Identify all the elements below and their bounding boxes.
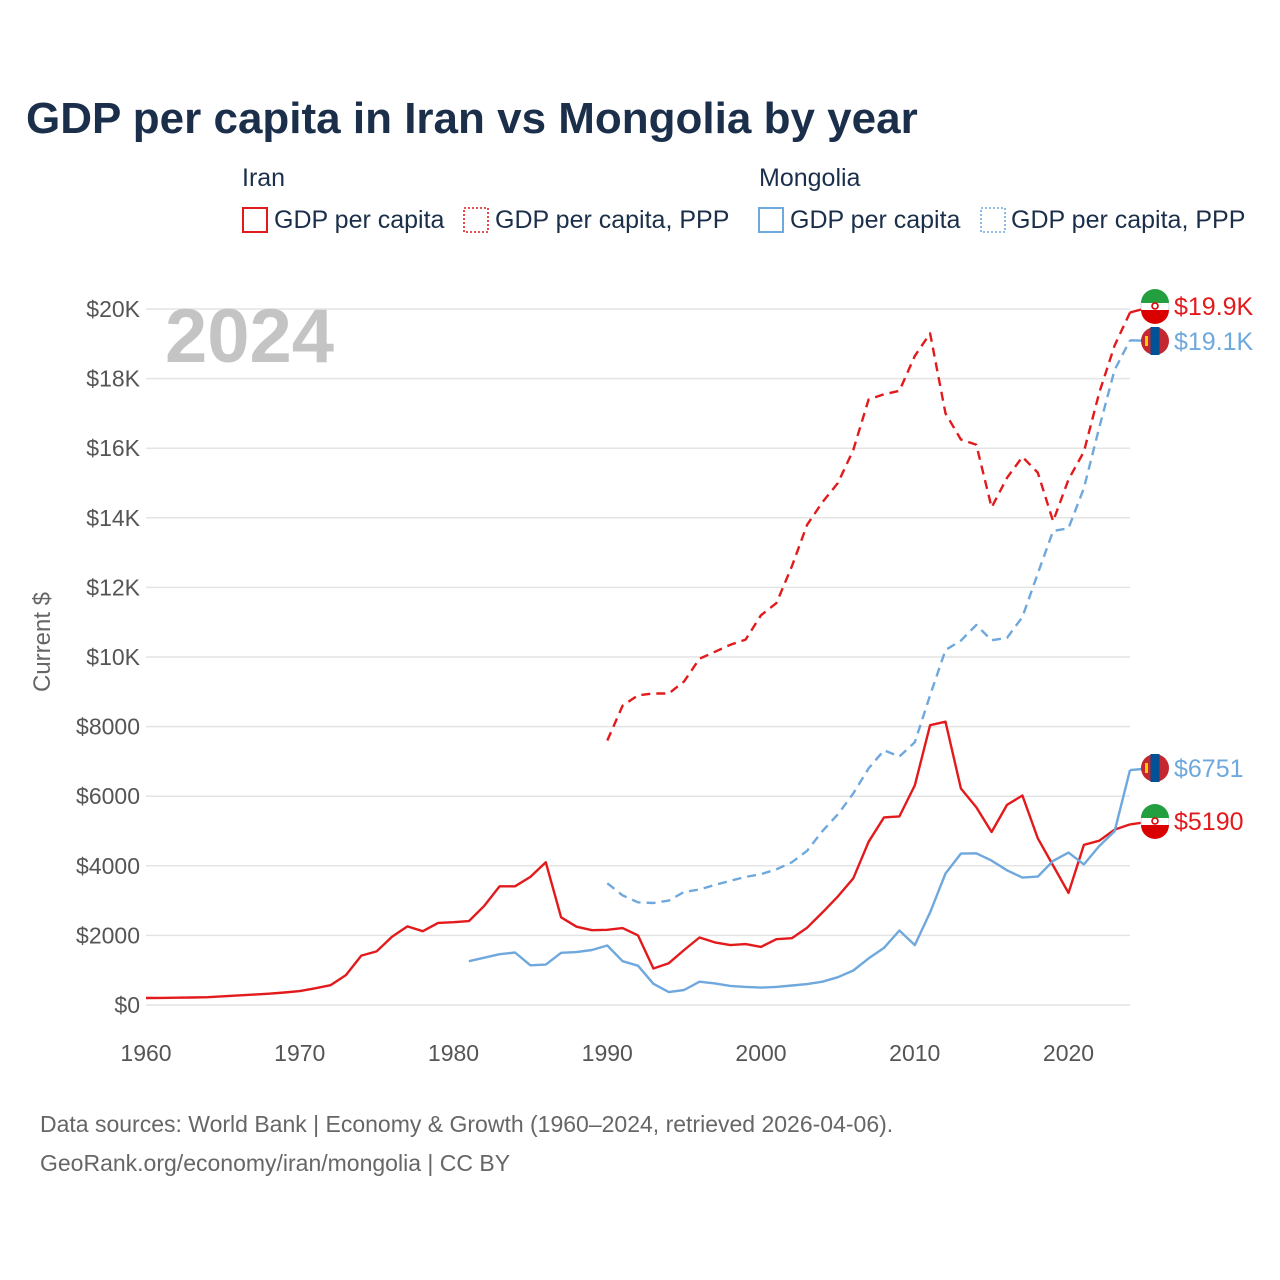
legend-label-mongolia-gdp[interactable]: GDP per capita xyxy=(790,206,961,234)
x-tick-label: 1990 xyxy=(582,1040,633,1066)
series-lines xyxy=(145,311,1132,1000)
source-line-1: Data sources: World Bank | Economy & Gro… xyxy=(40,1111,893,1137)
legend-swatch-mongolia-ppp xyxy=(980,207,1006,233)
iran-flag-icon xyxy=(1140,289,1170,324)
series-line-mongolia_ppp[interactable] xyxy=(606,339,1132,905)
legend-group-mongolia: Mongolia xyxy=(759,164,861,192)
series-line-iran_gdp[interactable] xyxy=(145,720,1131,1000)
end-label-mongolia_ppp: $19.1K xyxy=(1174,328,1254,356)
x-tick-label: 1960 xyxy=(120,1040,171,1066)
end-label-iran_gdp: $5190 xyxy=(1174,808,1244,836)
y-axis-title: Current $ xyxy=(29,592,56,692)
legend-group-iran: Iran xyxy=(242,164,285,192)
y-tick-label: $14K xyxy=(86,505,140,531)
mongolia-flag-icon xyxy=(1141,327,1169,355)
end-markers: $5190 $19.9K $6751 $19.1K xyxy=(1129,289,1254,839)
y-axis-ticks: $0 $2000 $4000 $6000 $8000 $10K $12K $14K $16K $1… xyxy=(76,296,141,1018)
legend-swatch-mongolia-gdp xyxy=(758,207,784,233)
iran-flag-icon xyxy=(1140,804,1170,839)
legend: Iran GDP per capita GDP per capita, PPP … xyxy=(242,164,1245,234)
year-watermark: 2024 xyxy=(165,294,334,379)
y-tick-label: $18K xyxy=(86,366,140,392)
y-tick-label: $10K xyxy=(86,644,140,670)
x-tick-label: 2010 xyxy=(889,1040,940,1066)
end-label-iran_ppp: $19.9K xyxy=(1174,293,1254,321)
y-tick-label: $6000 xyxy=(76,783,140,809)
chart-title: GDP per capita in Iran vs Mongolia by ye… xyxy=(26,94,918,143)
y-tick-label: $12K xyxy=(86,574,140,600)
x-tick-label: 2000 xyxy=(735,1040,786,1066)
legend-label-iran-ppp[interactable]: GDP per capita, PPP xyxy=(495,206,729,234)
legend-label-mongolia-ppp[interactable]: GDP per capita, PPP xyxy=(1011,206,1245,234)
y-tick-label: $2000 xyxy=(76,922,140,948)
y-tick-label: $16K xyxy=(86,435,140,461)
legend-swatch-iran-gdp xyxy=(242,207,268,233)
end-label-mongolia_gdp: $6751 xyxy=(1174,755,1244,783)
x-tick-label: 2020 xyxy=(1043,1040,1094,1066)
y-tick-label: $0 xyxy=(114,992,140,1018)
y-tick-label: $4000 xyxy=(76,853,140,879)
legend-label-iran-gdp[interactable]: GDP per capita xyxy=(274,206,445,234)
source-line-2[interactable]: GeoRank.org/economy/iran/mongolia | CC B… xyxy=(40,1150,510,1176)
series-line-iran_ppp[interactable] xyxy=(606,311,1132,741)
x-tick-label: 1980 xyxy=(428,1040,479,1066)
legend-swatch-iran-ppp xyxy=(463,207,489,233)
y-tick-label: $20K xyxy=(86,296,140,322)
grid-lines xyxy=(146,308,1130,1006)
mongolia-flag-icon xyxy=(1141,754,1169,782)
x-tick-label: 1970 xyxy=(274,1040,325,1066)
x-axis-ticks: 1960 1970 1980 1990 2000 2010 2020 xyxy=(120,1040,1094,1066)
y-tick-label: $8000 xyxy=(76,714,140,740)
series-line-mongolia_gdp[interactable] xyxy=(468,769,1132,994)
